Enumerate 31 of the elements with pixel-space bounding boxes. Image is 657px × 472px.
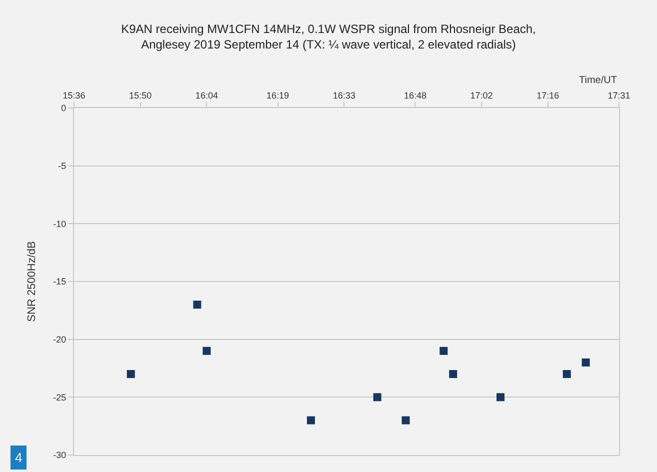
point (306, 416, 315, 424)
x-tick-label: 16:04 (195, 90, 218, 100)
y-tick-label: -10 (53, 218, 66, 229)
y-tick-label: -5 (58, 160, 66, 171)
point (373, 393, 382, 402)
point (126, 370, 135, 378)
x-tick-label: 17:31 (608, 90, 630, 100)
chart-title: K9AN receiving MW1CFN 14MHz, 0.1W WSPR signal from Rhosneigr Beach, Anglesey 2019 September 14 (TX: ¼ wave vertical, 2 elevated radials) (121, 22, 536, 52)
y-tick-label: -30 (53, 450, 66, 460)
point (582, 358, 590, 366)
x-tick-label: 17:02 (470, 90, 493, 100)
point (193, 300, 202, 309)
x-tick-label: 17:16 (536, 90, 560, 100)
x-tick-label: 15:50 (129, 90, 152, 100)
point (440, 346, 448, 355)
y-tick-label: -15 (53, 276, 66, 287)
point (496, 393, 505, 402)
x-axis-title: Time/UT (579, 75, 617, 86)
y-axis-title: SNR 2500Hz/dB (26, 241, 38, 322)
point (202, 346, 211, 355)
x-tick-label: 16:19 (266, 90, 290, 100)
point (562, 370, 571, 378)
y-tick-label: -25 (53, 392, 66, 402)
y-tick-label: 0 (61, 103, 66, 114)
x-tick-label: 15:36 (62, 90, 86, 100)
point (402, 416, 410, 424)
point (449, 370, 458, 378)
x-tick-label: 16:48 (404, 90, 426, 100)
x-tick-label: 16:33 (332, 90, 356, 100)
y-tick-label: -20 (53, 334, 66, 344)
text: 4 (15, 450, 22, 465)
